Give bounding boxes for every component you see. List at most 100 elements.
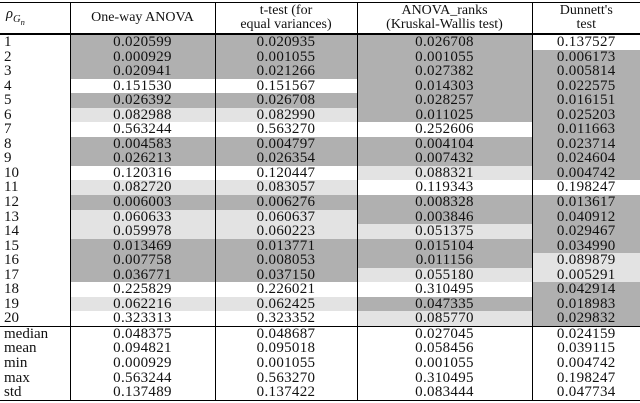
p-value-cell: 0.198247: [531, 370, 640, 386]
p-value-cell: 0.310495: [356, 282, 532, 297]
col-header-rho: ρGn: [0, 2, 70, 35]
table-row: 11 0.082720 0.083057 0.119343 0.198247: [0, 180, 640, 196]
header-line: One-way ANOVA: [91, 9, 194, 25]
p-value-cell: 0.001055: [214, 49, 357, 65]
p-value-cell: 0.004797: [214, 136, 357, 152]
p-value-cell: 0.563270: [214, 370, 357, 386]
p-value-cell: 0.137527: [531, 34, 640, 50]
p-value-cell: 0.001055: [214, 356, 357, 371]
p-value-cell: 0.323352: [214, 311, 357, 327]
p-value-cell: 0.006276: [214, 195, 357, 210]
p-value-cell: 0.151530: [69, 78, 215, 94]
p-value-cell: 0.059978: [69, 224, 215, 239]
p-value-cell: 0.008053: [214, 253, 357, 268]
p-value-cell: 0.034990: [531, 238, 640, 254]
p-value-cell: 0.008328: [356, 195, 532, 210]
p-value-cell: 0.011663: [531, 122, 640, 137]
p-value-cell: 0.085770: [356, 311, 532, 327]
p-value-cell: 0.226021: [214, 282, 357, 297]
p-value-cell: 0.058456: [356, 341, 532, 357]
table-row: 18 0.225829 0.226021 0.310495 0.042914: [0, 282, 640, 297]
table-row: 4 0.151530 0.151567 0.014303 0.022575: [0, 78, 640, 94]
table-row: 16 0.007758 0.008053 0.011156 0.089879: [0, 253, 640, 268]
p-value-cell: 0.015104: [356, 238, 532, 254]
p-value-cell: 0.082990: [214, 107, 357, 123]
p-value-cell: 0.022575: [531, 78, 640, 94]
p-value-cell: 0.011156: [356, 253, 532, 268]
table-row: 17 0.036771 0.037150 0.055180 0.005291: [0, 267, 640, 283]
table-row: median 0.048375 0.048687 0.027045 0.024159: [0, 325, 640, 342]
table-row: 10 0.120316 0.120447 0.088321 0.004742: [0, 165, 640, 181]
header-line: test: [576, 17, 596, 32]
table-row: mean 0.094821 0.095018 0.058456 0.039115: [0, 341, 640, 357]
row-label: 20: [0, 311, 70, 327]
p-value-cell: 0.007432: [356, 151, 532, 166]
p-value-cell: 0.089879: [531, 253, 640, 268]
p-value-cell: 0.028257: [356, 93, 532, 108]
p-value-cell: 0.003846: [356, 209, 532, 225]
row-label: mean: [0, 341, 70, 357]
header-line: equal variances): [240, 17, 332, 32]
row-label: 17: [0, 267, 70, 283]
table-row: 5 0.026392 0.026708 0.028257 0.016151: [0, 93, 640, 108]
p-value-cell: 0.047335: [356, 296, 532, 312]
table-row: std 0.137489 0.137422 0.083444 0.047734: [0, 385, 640, 401]
p-value-cell: 0.252606: [356, 122, 532, 137]
p-value-cell: 0.014303: [356, 78, 532, 94]
p-value-cell: 0.027382: [356, 64, 532, 79]
p-value-cell: 0.225829: [69, 282, 215, 297]
table-row: 12 0.006003 0.006276 0.008328 0.013617: [0, 195, 640, 210]
p-value-cell: 0.007758: [69, 253, 215, 268]
header-line: t-test (for: [259, 2, 313, 18]
p-value-cell: 0.001055: [356, 49, 532, 65]
row-label: 18: [0, 282, 70, 297]
table-row: 19 0.062216 0.062425 0.047335 0.018983: [0, 296, 640, 312]
p-value-cell: 0.004742: [531, 356, 640, 371]
col-header-oneway-anova: One-way ANOVA: [69, 2, 215, 35]
row-label: 5: [0, 93, 70, 108]
p-value-cell: 0.024159: [531, 325, 640, 342]
p-value-cell: 0.013469: [69, 238, 215, 254]
p-value-cell: 0.024604: [531, 151, 640, 166]
table-row: 6 0.082988 0.082990 0.011025 0.025203: [0, 107, 640, 123]
p-value-cell: 0.018983: [531, 296, 640, 312]
row-label: 15: [0, 238, 70, 254]
p-value-cell: 0.051375: [356, 224, 532, 239]
p-value-cell: 0.026708: [356, 34, 532, 50]
p-value-cell: 0.039115: [531, 341, 640, 357]
p-value-cell: 0.026213: [69, 151, 215, 166]
table-row: 3 0.020941 0.021266 0.027382 0.005814: [0, 64, 640, 79]
p-value-cell: 0.013617: [531, 195, 640, 210]
p-value-cell: 0.082720: [69, 180, 215, 196]
p-value-cell: 0.025203: [531, 107, 640, 123]
p-value-cell: 0.120447: [214, 165, 357, 181]
header-line: (Kruskal-Wallis test): [386, 17, 503, 32]
p-value-cell: 0.020935: [214, 34, 357, 50]
row-label: 11: [0, 180, 70, 196]
p-value-cell: 0.088321: [356, 165, 532, 181]
table-row: min 0.000929 0.001055 0.001055 0.004742: [0, 356, 640, 371]
p-value-cell: 0.047734: [531, 385, 640, 401]
stats-rows: median 0.048375 0.048687 0.027045 0.024159 me…: [0, 325, 640, 401]
p-value-cell: 0.026708: [214, 93, 357, 108]
p-value-cell: 0.026354: [214, 151, 357, 166]
p-value-cell: 0.083444: [356, 385, 532, 401]
p-value-cell: 0.029467: [531, 224, 640, 239]
header-line: ANOVA_ranks: [401, 2, 488, 18]
p-value-cell: 0.029832: [531, 311, 640, 327]
p-value-cell: 0.563270: [214, 122, 357, 137]
p-value-cell: 0.062425: [214, 296, 357, 312]
p-value-cell: 0.060223: [214, 224, 357, 239]
table-row: 1 0.020599 0.020935 0.026708 0.137527: [0, 34, 640, 50]
table-row: 9 0.026213 0.026354 0.007432 0.024604: [0, 151, 640, 166]
p-value-cell: 0.563244: [69, 122, 215, 137]
p-value-cell: 0.006003: [69, 195, 215, 210]
p-value-cell: 0.048687: [214, 325, 357, 342]
p-value-cell: 0.094821: [69, 341, 215, 357]
p-value-cell: 0.020599: [69, 34, 215, 50]
p-value-cell: 0.027045: [356, 325, 532, 342]
row-label: max: [0, 370, 70, 386]
table-row: 15 0.013469 0.013771 0.015104 0.034990: [0, 238, 640, 254]
p-value-cell: 0.198247: [531, 180, 640, 196]
